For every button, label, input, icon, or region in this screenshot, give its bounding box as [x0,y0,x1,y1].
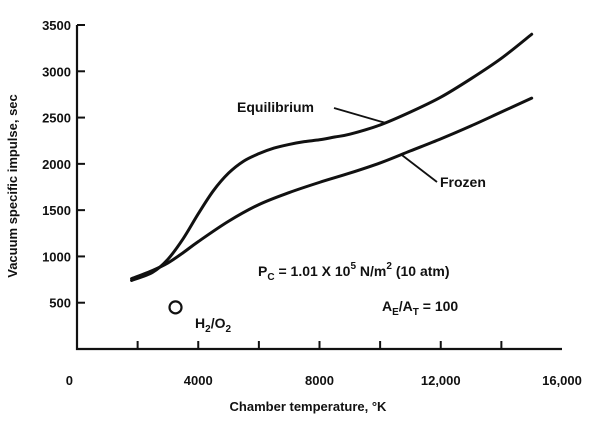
x-tick-label: 12,000 [421,373,461,388]
series-line-equilibrium [130,32,534,282]
area-slash: /A [399,298,413,314]
x-axis-title: Chamber temperature, °K [230,399,388,414]
x-tick-label: 8000 [305,373,334,388]
pressure-atm: (10 atm) [392,263,450,279]
pressure-p: P [258,263,267,279]
y-tick-label: 2500 [42,111,71,126]
series-line-frozen [130,96,534,281]
x-tick-label: 0 [66,373,73,388]
equilibrium-leader-line [333,107,387,124]
marker-label: H2/O2 [195,315,231,335]
titles: Chamber temperature, °K Vacuum specific … [5,94,387,414]
pressure-annotation: PC = 1.01 X 105 N/m2 (10 atm) [258,261,450,283]
pressure-unit: N/m [356,263,386,279]
marker-sep: /O [211,315,226,331]
pressure-p-sub: C [267,272,274,283]
y-tick-label: 500 [49,296,71,311]
y-tick-label: 3000 [42,64,71,79]
area-a1: A [382,298,392,314]
y-axis-title: Vacuum specific impulse, sec [5,94,20,278]
marker-o-sub: 2 [225,324,231,335]
area-ratio-annotation: AE/AT = 100 [382,298,458,318]
x-tick-label: 16,000 [542,373,582,388]
y-tick-label: 1000 [42,249,71,264]
y-tick-label: 3500 [42,18,71,33]
series-label-equilibrium: Equilibrium [237,99,314,115]
area-a2-sub: T [413,307,419,318]
annotations: Equilibrium Frozen PC = 1.01 X 105 N/m2 … [195,99,486,335]
area-a1-sub: E [392,307,399,318]
y-tick-label: 2000 [42,157,71,172]
pressure-exp: 5 [350,261,356,272]
pressure-eq: = 1.01 X 10 [275,263,351,279]
axes [75,25,562,351]
h2-o2-marker [168,300,183,315]
pressure-unit-exp: 2 [386,261,392,272]
area-val: = 100 [419,298,459,314]
frozen-leader-line [400,153,438,183]
x-tick-label: 4000 [184,373,213,388]
series-label-frozen: Frozen [440,174,486,190]
axis-frame [75,25,562,351]
y-tick-label: 1500 [42,203,71,218]
series-layer [130,32,534,315]
marker-h: H [195,315,205,331]
marker-h-sub: 2 [205,324,211,335]
ticks: 500 1000 1500 2000 2500 3000 3500 0 4000 8000 12,0… [42,18,582,388]
